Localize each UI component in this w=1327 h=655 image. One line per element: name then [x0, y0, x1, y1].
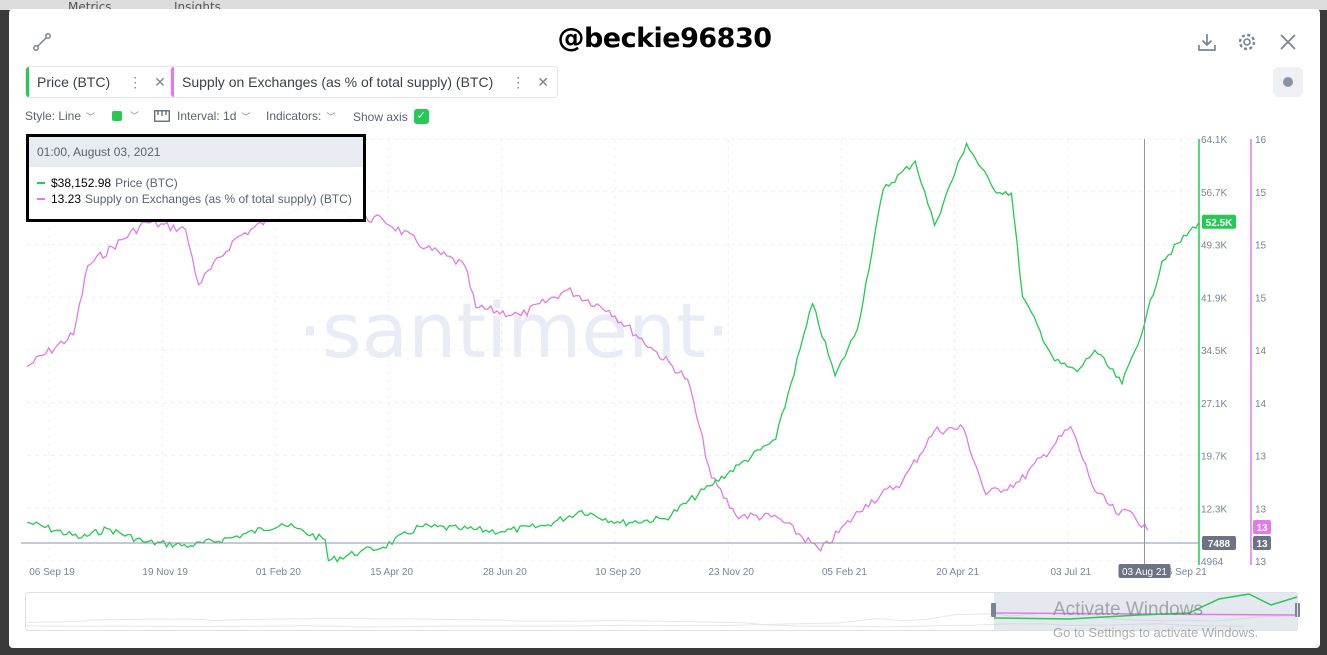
chevron-down-icon: ﹀ — [326, 111, 336, 122]
x-tick-label: 01 Feb 20 — [256, 567, 301, 578]
price-tick-label: 49.3K — [1201, 241, 1227, 252]
remove-icon[interactable]: ✕ — [537, 73, 549, 90]
chevron-down-icon: ﹀ — [241, 111, 251, 122]
price-hover-badge-bg — [1202, 536, 1236, 550]
supply-tick-label: 15 — [1255, 188, 1267, 199]
record-toggle[interactable] — [1273, 67, 1303, 97]
x-tick-label: 28 Jun 20 — [483, 567, 527, 578]
tooltip-name: Price (BTC) — [115, 176, 178, 190]
legend-marker — [37, 198, 45, 200]
price-last-badge: 52.5K — [1206, 218, 1233, 229]
hover-date-badge — [1118, 564, 1171, 578]
tooltip-date: 01:00, August 03, 2021 — [29, 137, 363, 167]
download-icon[interactable] — [1196, 31, 1218, 53]
price-tick-label: 64.1K — [1201, 135, 1227, 146]
more-icon[interactable]: ⋮ — [128, 73, 143, 90]
x-tick-label: 06 Sep 19 — [29, 567, 75, 578]
chevron-down-icon: ﹀ — [86, 111, 96, 122]
x-tick-label: 15 Apr 20 — [370, 567, 413, 578]
x-tick-label: 19 Nov 19 — [142, 567, 188, 578]
price-tick-label: 4964 — [1201, 557, 1224, 568]
check-icon[interactable]: ✓ — [413, 109, 429, 124]
price-tick-label: 56.7K — [1201, 188, 1227, 199]
indicators-select[interactable]: Indicators: ﹀ — [266, 109, 335, 123]
tooltip-value: $38,152.98 — [51, 176, 112, 190]
supply-series-line — [26, 202, 1149, 552]
x-tick-label: 20 Apr 21 — [936, 567, 979, 578]
x-tick-label: 23 Nov 20 — [708, 567, 754, 578]
show-axis-label: Show axis — [353, 109, 408, 124]
x-tick-label: 05 Feb 21 — [822, 567, 867, 578]
watermark: ·santiment· — [298, 286, 730, 375]
chip-label: Supply on Exchanges (as % of total suppl… — [182, 74, 494, 90]
navigator-supply-line — [26, 618, 1242, 628]
supply-tick-label: 13 — [1255, 557, 1267, 568]
chip-accent — [171, 67, 174, 97]
supply-tick-label: 15 — [1255, 241, 1267, 252]
style-label: Style: Line — [25, 109, 82, 123]
hover-date-label: 03 Aug 21 — [1122, 567, 1167, 578]
style-select[interactable]: Style: Line ﹀ — [25, 109, 95, 123]
supply-tick-label: 14 — [1255, 346, 1267, 357]
x-tick-label: 10 Sep 20 — [595, 567, 641, 578]
tooltip-row-supply: 13.23 Supply on Exchanges (as % of total… — [29, 191, 363, 207]
supply-last-badge-bg — [1253, 520, 1271, 534]
price-tick-label: 41.9K — [1201, 293, 1227, 304]
supply-tick-label: 14 — [1255, 399, 1267, 410]
activate-windows-title: Activate Windows — [1053, 599, 1203, 620]
more-icon[interactable]: ⋮ — [511, 73, 526, 90]
tooltip-value: 13.23 — [51, 192, 82, 206]
dot-icon — [1283, 77, 1293, 87]
navigator-price-line — [26, 612, 1298, 628]
color-select[interactable]: ﹀ — [112, 109, 139, 122]
supply-tick-label: 15 — [1255, 293, 1267, 304]
indicators-label: Indicators: — [266, 109, 322, 123]
remove-icon[interactable]: ✕ — [154, 73, 166, 90]
chart-svg[interactable]: ·santiment· 64.1K 16 56.7K 15 49.3K 15 41.9K 15… — [9, 9, 1320, 648]
supply-hover-badge-bg — [1253, 536, 1271, 550]
x-tick-label: 03 Jul 21 — [1051, 567, 1092, 578]
navigator-handle-left[interactable] — [991, 603, 996, 617]
price-tick-label: 34.5K — [1201, 346, 1227, 357]
price-last-badge-bg — [1202, 214, 1236, 229]
tooltip-row-price: $38,152.98 Price (BTC) — [29, 175, 363, 191]
gear-icon[interactable] — [1236, 31, 1258, 53]
x-tick-label: 06 Sep 21 — [1161, 567, 1207, 578]
background-tabbar — [0, 0, 1327, 10]
close-icon[interactable] — [1277, 31, 1299, 53]
price-tick-label: 19.7K — [1201, 452, 1227, 463]
metric-chip-supply[interactable]: Supply on Exchanges (as % of total suppl… — [170, 66, 558, 98]
supply-last-badge: 13 — [1256, 523, 1268, 534]
metric-chip-price[interactable]: Price (BTC) ⋮ ✕ — [25, 66, 175, 98]
color-swatch — [112, 110, 122, 121]
chevron-down-icon: ﹀ — [130, 111, 140, 121]
show-axis-toggle[interactable]: Show axis ✓ — [353, 109, 429, 124]
chart-tooltip: 01:00, August 03, 2021 $38,152.98 Price … — [26, 134, 366, 222]
supply-hover-badge: 13 — [1256, 539, 1268, 550]
chart-modal: @beckie96830 Price (BTC) ⋮ ✕ Supply on E… — [9, 9, 1320, 648]
chip-label: Price (BTC) — [37, 74, 111, 90]
price-tick-label: 27.1K — [1201, 399, 1227, 410]
connector-icon[interactable] — [31, 31, 53, 53]
tooltip-name: Supply on Exchanges (as % of total suppl… — [85, 192, 352, 206]
supply-tick-label: 16 — [1255, 135, 1267, 146]
range-navigator[interactable] — [25, 592, 1298, 631]
price-tick-label: 12.3K — [1201, 504, 1227, 515]
supply-tick-label: 13 — [1255, 504, 1267, 515]
page-title: @beckie96830 — [557, 23, 772, 54]
navigator-selected-price — [993, 593, 1298, 620]
ruler-icon — [154, 110, 170, 122]
interval-select[interactable]: Interval: 1d ﹀ — [154, 109, 250, 123]
interval-label: Interval: 1d — [177, 109, 237, 123]
activate-windows-subtitle: Go to Settings to activate Windows. — [1053, 625, 1259, 640]
legend-marker — [37, 182, 45, 184]
price-hover-badge: 7488 — [1208, 539, 1231, 550]
supply-tick-label: 13 — [1255, 452, 1267, 463]
navigator-selection[interactable] — [994, 593, 1297, 631]
chip-accent — [26, 67, 29, 97]
